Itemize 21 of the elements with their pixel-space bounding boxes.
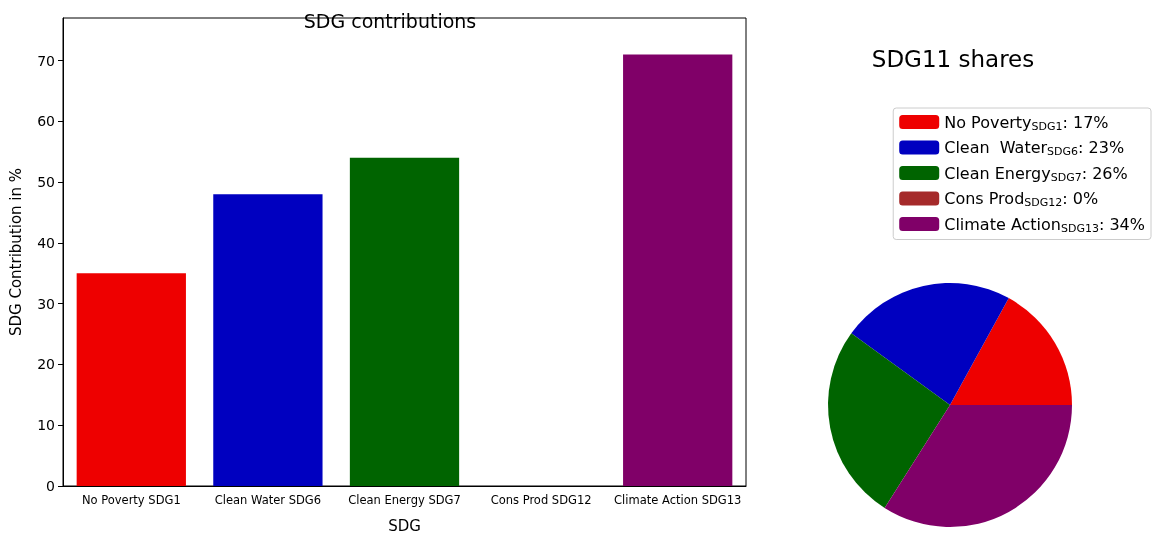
- y-tick-label: 40: [37, 234, 55, 251]
- bar: [623, 54, 733, 486]
- y-tick-label: 10: [37, 417, 55, 434]
- bar: [213, 194, 323, 486]
- chart-title: SDG11 shares: [871, 45, 1035, 72]
- chart-title: SDG contributions: [303, 9, 477, 32]
- x-tick-label: Climate Action SDG13: [614, 493, 742, 507]
- y-tick-label: 50: [37, 174, 55, 191]
- x-tick-label: Clean Energy SDG7: [348, 493, 461, 507]
- x-tick-label: Cons Prod SDG12: [490, 493, 592, 507]
- x-tick-label: No Poverty SDG1: [81, 493, 181, 507]
- y-axis-title: SDG Contribution in %: [6, 167, 25, 337]
- bar: [76, 273, 186, 486]
- y-tick-label: 70: [37, 52, 55, 69]
- x-axis-title: SDG: [388, 516, 421, 535]
- y-tick-label: 30: [37, 295, 55, 312]
- y-tick-label: 0: [46, 478, 55, 494]
- bar: [349, 157, 460, 486]
- y-tick-label: 20: [37, 356, 55, 373]
- x-tick-label: Clean Water SDG6: [214, 493, 322, 507]
- y-tick-label: 60: [37, 113, 55, 130]
